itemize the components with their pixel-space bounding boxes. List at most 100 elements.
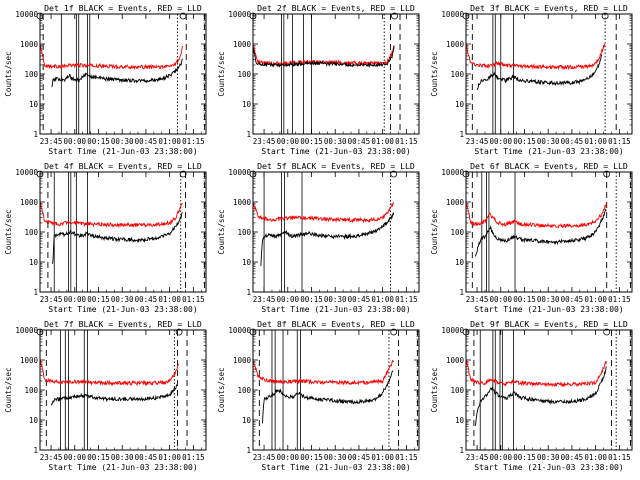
- y-tick-label: 100: [24, 70, 38, 79]
- x-tick-label: 00:00: [489, 137, 512, 146]
- y-tick-label: 1000: [20, 40, 39, 49]
- x-axis-label: Start Time (21-Jun-03 23:38:00): [474, 463, 623, 472]
- chart-title: Det 2f BLACK = Events, RED = LLD: [257, 3, 415, 13]
- x-tick-label: 01:15: [182, 453, 205, 462]
- chart-panel-5: Det 5f BLACK = Events, RED = LLD Counts/s…: [217, 161, 420, 314]
- y-tick-label: 1: [459, 130, 464, 139]
- y-tick-label: 10000: [441, 326, 464, 335]
- y-axis-label: Counts/sec: [217, 51, 226, 96]
- y-tick-label: 1: [459, 446, 464, 455]
- x-tick-label: 01:00: [371, 453, 394, 462]
- plot-data: [253, 330, 418, 450]
- x-tick-label: 01:00: [584, 137, 607, 146]
- y-tick-label: 1000: [233, 356, 252, 365]
- x-tick-label: 23:45: [466, 453, 489, 462]
- series-line-events: [262, 370, 394, 424]
- y-axis-label: Counts/sec: [4, 367, 13, 412]
- x-tick-label: 00:15: [513, 137, 536, 146]
- plot-data: [40, 14, 205, 134]
- chart-title: Det 6f BLACK = Events, RED = LLD: [470, 161, 628, 171]
- y-tick-label: 1: [459, 288, 464, 297]
- y-tick-label: 100: [24, 228, 38, 237]
- x-tick-label: 01:15: [395, 453, 418, 462]
- y-tick-label: 10000: [441, 168, 464, 177]
- x-tick-label: 00:15: [300, 453, 323, 462]
- x-tick-label: 00:00: [63, 295, 86, 304]
- y-tick-label: 1000: [446, 356, 465, 365]
- x-tick-label: 00:30: [537, 295, 560, 304]
- x-tick-label: 00:30: [324, 295, 347, 304]
- series-line-lld: [40, 200, 183, 229]
- plot-data: [253, 172, 395, 292]
- y-tick-label: 1000: [233, 198, 252, 207]
- series-line-lld: [253, 359, 394, 386]
- y-axis-label: Counts/sec: [430, 51, 439, 96]
- x-tick-label: 00:00: [276, 453, 299, 462]
- x-tick-label: 00:45: [561, 137, 584, 146]
- chart-title: Det 3f BLACK = Events, RED = LLD: [470, 3, 628, 13]
- series-line-lld: [40, 358, 180, 387]
- x-tick-label: 01:00: [584, 295, 607, 304]
- y-tick-label: 100: [450, 386, 464, 395]
- x-tick-label: 00:00: [276, 137, 299, 146]
- x-tick-label: 00:15: [513, 453, 536, 462]
- y-tick-label: 100: [450, 70, 464, 79]
- plot-frame: [39, 329, 207, 451]
- saturation-marker: [391, 12, 398, 20]
- x-tick-label: 23:45: [253, 137, 276, 146]
- series-line-lld: [466, 201, 608, 229]
- y-axis-label: Counts/sec: [430, 367, 439, 412]
- chart-title: Det 9f BLACK = Events, RED = LLD: [470, 319, 628, 329]
- y-tick-label: 10000: [15, 326, 38, 335]
- x-tick-label: 23:45: [466, 295, 489, 304]
- plot-frame: [39, 13, 207, 135]
- chart-title: Det 4f BLACK = Events, RED = LLD: [44, 161, 202, 171]
- x-tick-label: 00:15: [87, 295, 110, 304]
- x-axis-label: Start Time (21-Jun-03 23:38:00): [48, 147, 197, 156]
- y-axis-label: Counts/sec: [430, 209, 439, 254]
- plot-data: [466, 14, 617, 134]
- x-tick-label: 01:00: [371, 295, 394, 304]
- x-tick-label: 00:45: [135, 137, 158, 146]
- plot-data: [466, 330, 631, 450]
- y-tick-label: 10000: [441, 10, 464, 19]
- y-tick-label: 100: [450, 228, 464, 237]
- x-tick-label: 00:45: [561, 453, 584, 462]
- series-line-lld: [466, 43, 606, 71]
- saturation-marker: [603, 170, 611, 178]
- x-tick-label: 23:45: [40, 295, 63, 304]
- y-axis-label: Counts/sec: [4, 209, 13, 254]
- x-axis-label: Start Time (21-Jun-03 23:38:00): [48, 463, 197, 472]
- y-tick-label: 10: [242, 100, 252, 109]
- chart-panel-3: Det 3f BLACK = Events, RED = LLD Counts/s…: [430, 3, 633, 156]
- y-tick-label: 10000: [15, 10, 38, 19]
- series-line-events: [476, 54, 603, 91]
- y-tick-label: 100: [24, 386, 38, 395]
- x-tick-label: 01:15: [608, 137, 631, 146]
- series-line-events: [253, 46, 395, 68]
- x-tick-label: 01:15: [608, 295, 631, 304]
- chart-panel-4: Det 4f BLACK = Events, RED = LLD Counts/s…: [4, 161, 207, 314]
- saturation-marker: [179, 12, 187, 20]
- x-tick-label: 23:45: [40, 137, 63, 146]
- series-line-lld: [466, 359, 608, 388]
- plot-frame: [252, 329, 420, 451]
- x-tick-label: 01:00: [584, 453, 607, 462]
- x-tick-label: 01:15: [395, 137, 418, 146]
- y-tick-label: 10: [242, 416, 252, 425]
- x-tick-label: 00:15: [513, 295, 536, 304]
- y-tick-label: 1: [33, 446, 38, 455]
- x-tick-label: 01:15: [182, 137, 205, 146]
- series-line-events: [50, 384, 178, 406]
- x-tick-label: 00:30: [324, 137, 347, 146]
- y-tick-label: 10: [455, 416, 465, 425]
- y-tick-label: 1000: [20, 198, 39, 207]
- saturation-marker: [175, 328, 183, 336]
- saturation-marker: [603, 328, 611, 336]
- x-tick-label: 00:30: [324, 453, 347, 462]
- x-tick-label: 00:45: [561, 295, 584, 304]
- plot-frame: [252, 171, 420, 293]
- x-tick-label: 01:15: [182, 295, 205, 304]
- y-tick-label: 10: [455, 100, 465, 109]
